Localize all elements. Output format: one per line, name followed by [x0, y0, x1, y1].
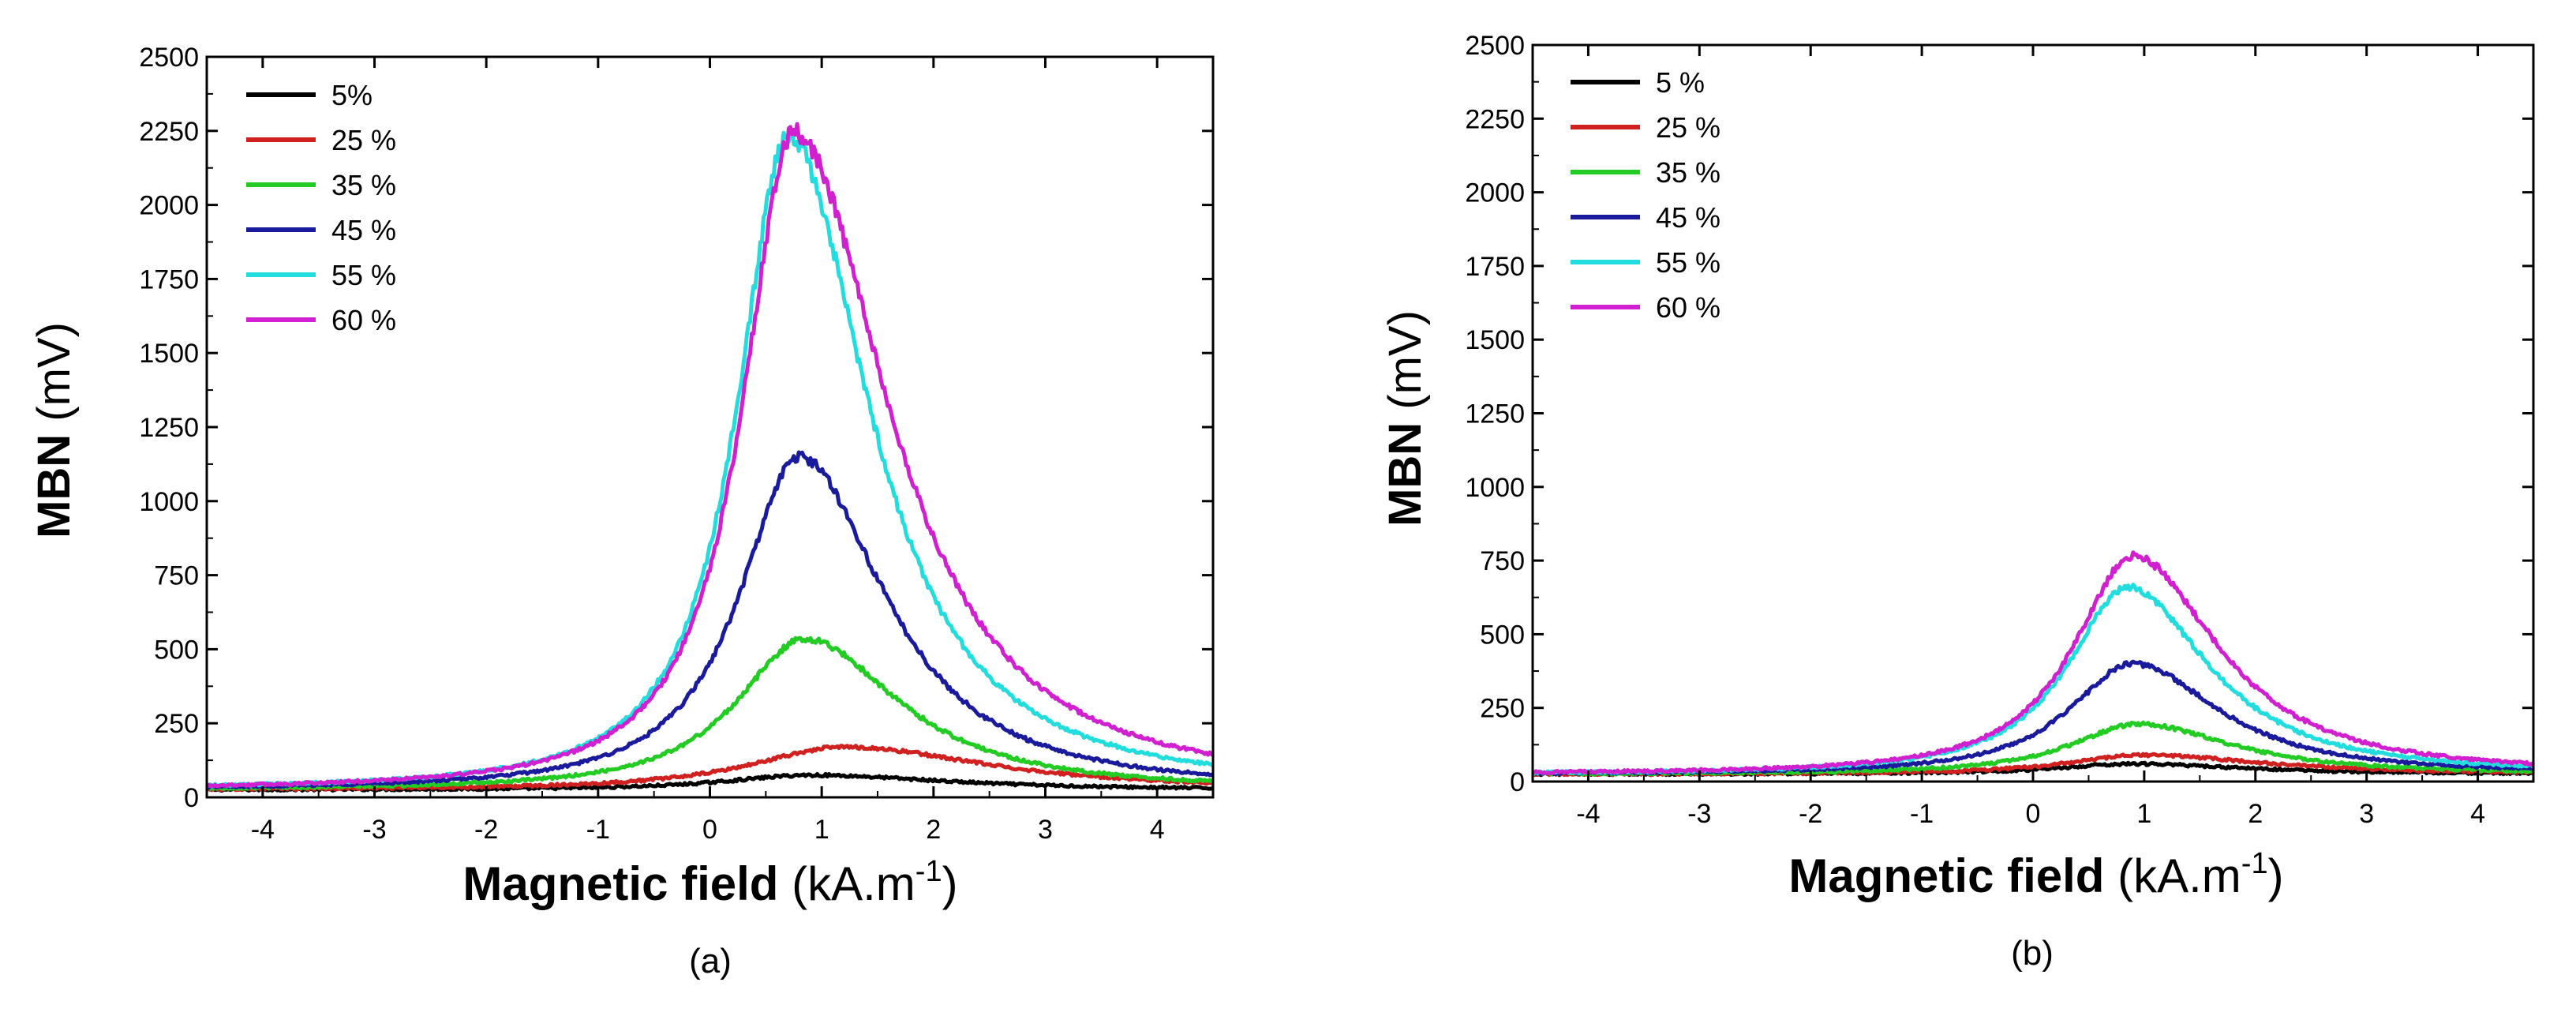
x-axis-label-unit: (kA.m — [792, 857, 915, 910]
legend-label: 55 % — [1656, 246, 1720, 279]
y-tick-label: 1500 — [139, 339, 199, 369]
legend-label: 25 % — [331, 124, 396, 156]
x-tick-label: 0 — [2026, 799, 2041, 829]
x-tick-label: 3 — [1038, 815, 1053, 845]
y-tick-label: 500 — [154, 635, 199, 665]
x-axis-label-superscript: -1 — [2241, 847, 2268, 880]
y-tick-label: 0 — [184, 783, 199, 813]
x-axis-label-main: Magnetic field — [1788, 849, 2104, 902]
legend-label: 60 % — [331, 304, 396, 336]
x-tick-label: -2 — [1799, 799, 1822, 829]
plot-frame — [205, 55, 1215, 799]
x-axis-label-main: Magnetic field — [462, 857, 778, 910]
series-line-55-percent — [1532, 583, 2536, 776]
y-axis-label: MBN (mV) — [1380, 310, 1431, 527]
legend-label: 35 % — [331, 169, 396, 201]
x-tick-label: -2 — [474, 815, 498, 845]
panel-caption: (a) — [689, 942, 732, 980]
plot-frame — [1531, 43, 2535, 783]
legend-label: 5 % — [1656, 66, 1705, 99]
y-tick-label: 2000 — [1465, 178, 1525, 208]
x-tick-label: 0 — [702, 815, 717, 845]
y-tick-label: 750 — [154, 561, 199, 591]
y-tick-label: 750 — [1480, 546, 1525, 576]
chart-panel-b: 0 250 500 750 1000 1250 1500 1750 2000 2250 2500 -4… — [1380, 31, 2536, 973]
y-tick-label: 2500 — [1465, 31, 1525, 61]
legend-label: 55 % — [331, 259, 396, 291]
y-axis-label-unit: (mV) — [1380, 310, 1431, 410]
y-tick-label: 1000 — [1465, 473, 1525, 503]
chart-panel-a: 0 250 500 750 1000 1250 1500 1750 2000 2250 2500 -4… — [28, 43, 1215, 980]
x-tick-label: 2 — [2248, 799, 2263, 829]
x-axis-label-close: ) — [942, 857, 958, 910]
y-axis-label-main: MBN — [1380, 422, 1431, 527]
x-tick-label: -3 — [362, 815, 386, 845]
y-tick-label: 1000 — [139, 487, 199, 517]
legend-label: 60 % — [1656, 291, 1720, 324]
y-axis-label-unit: (mV) — [28, 322, 80, 422]
x-tick-label: 4 — [2470, 799, 2485, 829]
legend-label: 45 % — [331, 214, 396, 246]
x-tick-label: 1 — [2136, 799, 2151, 829]
legend-label: 5% — [331, 79, 373, 111]
legend-label: 45 % — [1656, 201, 1720, 234]
x-tick-label: -3 — [1687, 799, 1711, 829]
x-tick-label: 2 — [926, 815, 941, 845]
panel-caption: (b) — [2011, 934, 2054, 973]
y-tick-label: 1500 — [1465, 325, 1525, 355]
x-tick-label: 1 — [814, 815, 829, 845]
y-axis-label: MBN (mV) — [28, 322, 80, 538]
x-axis-label-unit: (kA.m — [2117, 849, 2241, 902]
series-line-60-percent — [206, 122, 1215, 789]
y-tick-label: 250 — [1480, 694, 1525, 724]
y-tick-label: 0 — [1510, 767, 1525, 797]
x-tick-label: -1 — [1910, 799, 1934, 829]
x-axis-label-close: ) — [2268, 849, 2284, 902]
x-tick-label: 4 — [1150, 815, 1165, 845]
x-tick-label: 3 — [2359, 799, 2374, 829]
y-tick-label: 2250 — [1465, 104, 1525, 134]
x-tick-label: -4 — [1576, 799, 1600, 829]
y-tick-label: 2250 — [139, 117, 199, 147]
x-axis-label: Magnetic field (kA.m-1) — [1788, 847, 2283, 902]
y-tick-label: 1750 — [139, 264, 199, 294]
y-tick-label: 250 — [154, 709, 199, 739]
y-tick-label: 500 — [1480, 620, 1525, 650]
y-tick-label: 2000 — [139, 191, 199, 221]
series-line-45-percent — [205, 450, 1215, 790]
y-tick-label: 2500 — [139, 43, 199, 73]
series-line-60-percent — [1531, 550, 2535, 775]
legend-label: 35 % — [1656, 156, 1720, 189]
x-tick-label: -1 — [586, 815, 610, 845]
y-tick-label: 1250 — [139, 413, 199, 443]
x-axis-label: Magnetic field (kA.m-1) — [462, 855, 957, 910]
y-tick-label: 1750 — [1465, 252, 1525, 282]
legend-label: 25 % — [1656, 111, 1720, 144]
y-axis-label-main: MBN — [28, 434, 80, 538]
x-axis-label-superscript: -1 — [915, 855, 942, 888]
y-tick-label: 1250 — [1465, 399, 1525, 429]
x-tick-label: -4 — [251, 815, 275, 845]
